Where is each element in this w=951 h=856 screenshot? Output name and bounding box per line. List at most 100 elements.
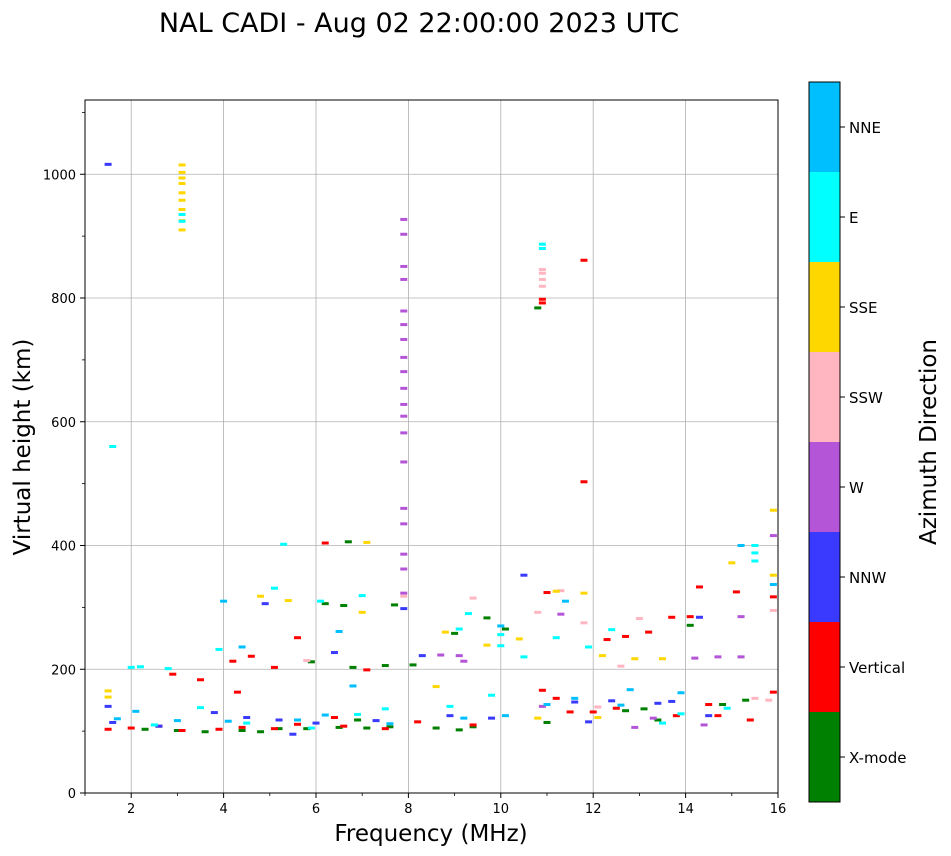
x-axis-label: Frequency (MHz) <box>334 821 527 847</box>
colorbar-frame <box>808 81 841 803</box>
data-point-e <box>150 723 158 727</box>
data-point-vertical <box>566 710 574 714</box>
data-point-vertical <box>769 690 777 694</box>
data-point-x-mode <box>469 725 477 729</box>
x-tick-label: 2 <box>127 802 135 817</box>
data-point-vertical <box>340 724 348 728</box>
data-point-vertical <box>414 720 422 724</box>
data-point-e <box>455 627 463 631</box>
x-tick-label: 16 <box>770 802 787 817</box>
data-point-nne <box>132 709 140 713</box>
colorbar-tick-label: X-mode <box>849 749 906 767</box>
data-point-w <box>714 655 722 659</box>
data-point-vertical <box>381 727 389 731</box>
data-point-w <box>400 309 408 313</box>
data-point-vertical <box>229 659 237 663</box>
data-point-sse <box>441 630 449 634</box>
data-point-w <box>400 355 408 359</box>
data-point-x-mode <box>391 603 399 607</box>
data-point-sse <box>358 610 366 614</box>
data-point-nnw <box>155 724 163 728</box>
data-point-vertical <box>233 690 241 694</box>
data-point-e <box>552 636 560 640</box>
data-point-w <box>400 337 408 341</box>
data-point-ssw <box>534 610 542 614</box>
x-tick-label: 6 <box>312 802 320 817</box>
data-point-x-mode <box>409 663 417 667</box>
data-point-sse <box>104 695 112 699</box>
data-point-vertical <box>363 668 371 672</box>
data-point-x-mode <box>307 660 315 664</box>
data-point-ssw <box>765 698 773 702</box>
data-point-ssw <box>538 268 546 272</box>
data-point-sse <box>594 716 602 720</box>
data-point-x-mode <box>386 725 394 729</box>
data-point-ssw <box>635 617 643 621</box>
data-point-ssw <box>538 277 546 281</box>
data-point-nne <box>769 582 777 586</box>
data-point-vertical <box>538 301 546 305</box>
data-point-e <box>164 667 172 671</box>
data-point-nnw <box>695 615 703 619</box>
data-point-ssw <box>580 621 588 625</box>
colorbar-tick-label: Vertical <box>849 659 905 677</box>
data-point-nne <box>497 624 505 628</box>
data-point-ssw <box>557 589 565 593</box>
data-point-nnw <box>705 714 713 718</box>
data-point-e <box>197 706 204 710</box>
data-point-w <box>460 659 468 663</box>
data-point-sse <box>178 176 186 180</box>
data-point-nnw <box>261 602 269 606</box>
colorbar-segment-vertical <box>809 622 840 712</box>
y-axis-label: Virtual height (km) <box>10 339 36 556</box>
colorbar-tick-label: SSW <box>849 389 883 407</box>
y-tick-label: 1000 <box>43 168 76 183</box>
data-point-w <box>737 655 745 659</box>
data-point-vertical <box>169 672 177 676</box>
data-point-nne <box>321 713 329 717</box>
data-point-nne <box>238 645 246 649</box>
data-point-x-mode <box>275 727 283 731</box>
data-point-e <box>215 647 223 651</box>
data-point-x-mode <box>238 729 246 733</box>
data-point-x-mode <box>654 718 662 722</box>
data-point-nne <box>386 722 394 726</box>
data-point-w <box>769 534 777 538</box>
data-point-vertical <box>215 727 223 731</box>
data-point-ssw <box>769 608 777 612</box>
data-point-x-mode <box>455 728 463 732</box>
colorbar-tick-label: E <box>849 209 858 227</box>
y-tick-label: 600 <box>51 416 76 431</box>
data-point-ssw <box>594 705 602 709</box>
data-point-sse <box>515 637 523 641</box>
data-point-nne <box>349 684 357 688</box>
colorbar-label: Azimuth Direction <box>916 339 942 545</box>
data-point-vertical <box>612 706 620 710</box>
data-point-e <box>178 212 186 216</box>
data-point-sse <box>769 573 777 577</box>
data-point-vertical <box>552 696 560 700</box>
colorbar-segment-nne <box>809 82 840 172</box>
data-point-x-mode <box>543 720 551 724</box>
data-point-e <box>520 655 528 659</box>
x-tick-label: 14 <box>677 802 694 817</box>
data-point-w <box>400 217 408 221</box>
data-point-x-mode <box>742 698 750 702</box>
data-point-nnw <box>446 714 454 718</box>
data-point-e <box>608 628 616 632</box>
data-point-sse <box>178 191 186 195</box>
data-point-w <box>400 323 408 327</box>
data-point-sse <box>631 657 639 661</box>
data-point-nne <box>220 599 228 603</box>
data-point-e <box>497 633 505 637</box>
data-point-nnw <box>109 720 117 724</box>
data-point-x-mode <box>201 730 209 734</box>
y-tick-label: 400 <box>51 540 76 555</box>
data-point-sse <box>552 589 560 593</box>
data-point-e <box>723 706 731 710</box>
data-point-ssw <box>400 594 408 598</box>
data-point-vertical <box>769 595 777 599</box>
data-point-w <box>400 591 408 595</box>
data-point-nne <box>335 630 343 634</box>
